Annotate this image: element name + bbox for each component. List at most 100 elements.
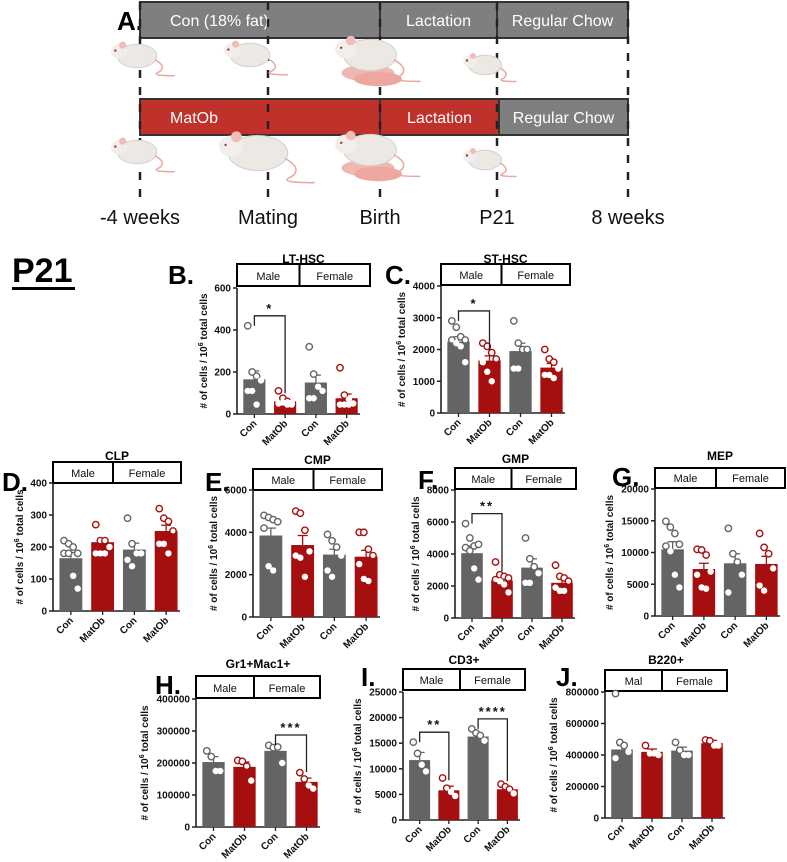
- data-point: [470, 565, 478, 572]
- data-point: [504, 574, 513, 582]
- x-tick-label: MatOb: [424, 824, 454, 854]
- y-tick-label: 3000: [413, 313, 436, 324]
- data-point: [447, 336, 456, 344]
- x-tick-label: Con: [259, 831, 281, 853]
- y-tick-label: 200000: [157, 759, 191, 770]
- bar-matob: [291, 545, 315, 617]
- data-point: [314, 383, 322, 390]
- sex-group-header: [654, 467, 786, 489]
- data-point: [160, 540, 168, 547]
- x-tick-label: Con: [606, 822, 628, 844]
- y-axis-label: # of cells / 106 total cells: [198, 293, 210, 409]
- y-tick-label: 10000: [621, 548, 649, 559]
- data-point: [310, 395, 317, 402]
- chart-gmp: F. GMP Male Female 0 2000 4000 6000 8000 # of cel…: [410, 452, 577, 652]
- y-tick-label: 4000: [427, 550, 450, 561]
- timeline-segment: [379, 1, 498, 39]
- sex-group-header: [236, 263, 371, 287]
- data-point: [546, 371, 553, 379]
- data-point: [465, 546, 474, 555]
- significance-stars: *: [266, 301, 273, 316]
- data-point: [769, 565, 777, 572]
- data-point: [564, 577, 573, 586]
- data-point: [447, 317, 456, 325]
- mouse-icon: [110, 41, 175, 77]
- mouse-icon: [110, 137, 175, 173]
- data-point: [525, 554, 534, 563]
- y-tick-label: 600000: [566, 719, 600, 730]
- data-point: [670, 529, 679, 538]
- data-point: [500, 581, 508, 588]
- data-point: [541, 371, 549, 379]
- x-tick-label: Con: [666, 822, 688, 844]
- bar-con: [467, 736, 489, 820]
- bar-matob: [701, 743, 723, 818]
- sex-group-header: [440, 263, 571, 286]
- y-axis-label: # of cells / 106 total cells: [396, 292, 408, 408]
- panel-label: D.: [2, 467, 28, 497]
- y-tick-label: 800000: [566, 688, 600, 699]
- chart-title: Gr1+Mac1+: [226, 657, 291, 671]
- y-tick-label: 0: [184, 823, 190, 834]
- data-point: [365, 577, 372, 585]
- bar-con: [259, 535, 283, 617]
- data-point: [336, 401, 344, 408]
- bar-con: [202, 762, 225, 827]
- sex-label-male: Male: [674, 473, 698, 485]
- chart-title: ST-HSC: [483, 252, 527, 266]
- timepoint-label: P21: [479, 207, 515, 229]
- data-point: [667, 548, 674, 555]
- chart-title: CMP: [304, 453, 331, 467]
- data-point: [510, 790, 517, 797]
- data-point: [514, 339, 523, 348]
- data-point: [128, 539, 136, 548]
- data-point: [515, 365, 522, 372]
- data-point: [738, 571, 746, 578]
- data-point: [336, 363, 344, 372]
- x-tick-label: Con: [54, 615, 76, 637]
- data-point: [284, 401, 291, 408]
- data-point: [269, 567, 277, 574]
- y-tick-label: 300: [30, 511, 47, 522]
- data-point: [505, 785, 514, 794]
- significance-bracket: [477, 718, 509, 782]
- bar-matob: [692, 569, 716, 616]
- data-point: [418, 761, 425, 768]
- data-point: [216, 767, 224, 775]
- chart-title: B220+: [648, 653, 684, 667]
- y-axis-label: # of cells / 106 total cells: [139, 705, 151, 821]
- timeline-segment-label: Regular Chow: [512, 13, 614, 30]
- data-point: [248, 387, 256, 395]
- x-tick-label: Con: [456, 622, 478, 644]
- data-point: [202, 746, 211, 755]
- data-point: [156, 540, 163, 547]
- y-tick-label: 100: [30, 575, 47, 586]
- x-tick-label: MatOb: [282, 831, 312, 861]
- data-point: [521, 534, 530, 542]
- x-tick-label: MatOb: [742, 620, 772, 650]
- sex-label-female: Female: [525, 474, 562, 486]
- bar-matob: [551, 582, 573, 618]
- data-point: [461, 336, 470, 344]
- data-point: [69, 543, 78, 551]
- data-point: [551, 561, 560, 570]
- data-point: [295, 768, 304, 777]
- data-point: [328, 573, 336, 580]
- data-point: [705, 736, 714, 745]
- data-point: [540, 345, 549, 354]
- data-point: [756, 582, 763, 589]
- panel-label: E.: [205, 467, 230, 497]
- y-tick-label: 6000: [427, 518, 450, 529]
- data-point: [671, 738, 680, 747]
- data-point: [724, 524, 733, 533]
- bar-matob: [233, 766, 256, 827]
- data-point: [300, 775, 309, 783]
- data-point: [655, 751, 662, 759]
- data-point: [278, 759, 286, 767]
- data-point: [457, 343, 464, 350]
- timepoint-label: 8 weeks: [591, 207, 664, 229]
- data-point: [465, 534, 474, 542]
- bar-con: [59, 558, 83, 611]
- x-tick-label: MatOb: [465, 417, 495, 447]
- data-point: [461, 359, 469, 366]
